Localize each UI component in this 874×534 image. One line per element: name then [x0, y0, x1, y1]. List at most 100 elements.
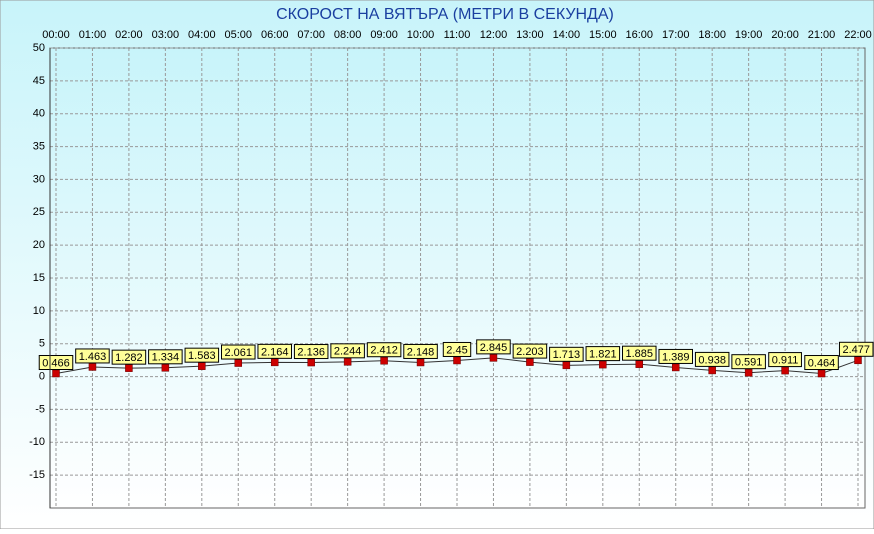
x-tick-label: 03:00	[152, 29, 180, 41]
marker	[270, 358, 279, 367]
y-tick-label: 5	[39, 338, 45, 350]
x-tick-label: 17:00	[662, 29, 690, 41]
marker	[635, 360, 644, 368]
value-label-box	[804, 355, 839, 371]
y-tick-label: 45	[33, 75, 45, 87]
value-label: 0.466	[42, 357, 70, 369]
value-label: 0.938	[698, 354, 726, 366]
value-label: 1.885	[626, 348, 654, 360]
value-label-box	[148, 349, 183, 365]
value-label: 2.136	[297, 346, 325, 358]
value-label: 2.412	[370, 345, 398, 357]
x-tick-label: 21:00	[808, 29, 836, 41]
value-label-box	[257, 343, 292, 359]
x-tick-label: 06:00	[261, 29, 289, 41]
value-label-box	[403, 343, 438, 359]
y-tick-label: 30	[33, 173, 45, 185]
x-tick-label: 19:00	[735, 29, 763, 41]
marker	[453, 356, 461, 365]
value-label: 2.845	[480, 342, 508, 354]
marker	[708, 366, 716, 375]
value-label: 2.244	[334, 346, 362, 358]
y-tick-label: -10	[29, 436, 45, 448]
value-label: 1.389	[662, 351, 690, 363]
marker	[198, 362, 206, 370]
value-label: 1.821	[589, 349, 617, 361]
value-label-box	[694, 351, 730, 367]
value-label: 1.713	[553, 349, 581, 361]
marker	[307, 358, 315, 367]
value-label: 2.477	[842, 344, 870, 356]
chart-title: СКОРОСТ НА ВЯТЪРА (МЕТРИ В СЕКУНДА)	[276, 6, 614, 23]
x-tick-label: 22:00	[844, 29, 872, 41]
value-label-box	[442, 341, 472, 357]
marker	[125, 364, 133, 372]
value-label-box	[184, 347, 220, 363]
x-tick-label: 10:00	[407, 29, 435, 41]
marker	[161, 364, 170, 372]
marker	[416, 358, 425, 367]
value-label-box	[111, 349, 147, 365]
y-tick-label: 20	[33, 239, 45, 251]
value-label-box	[838, 341, 874, 357]
value-label-box	[330, 343, 365, 359]
marker	[599, 360, 607, 369]
marker	[343, 358, 352, 366]
x-tick-label: 02:00	[115, 29, 143, 41]
y-tick-label: -15	[29, 469, 45, 481]
value-label-box	[658, 348, 693, 364]
x-tick-label: 16:00	[626, 29, 654, 41]
value-label-box	[585, 346, 621, 362]
x-tick-label: 01:00	[79, 29, 107, 41]
marker	[562, 361, 571, 370]
value-label-box	[38, 355, 74, 371]
x-tick-label: 08:00	[334, 29, 362, 41]
marker	[380, 356, 388, 365]
value-label-box	[731, 354, 766, 370]
x-tick-label: 13:00	[516, 29, 544, 41]
marker	[489, 354, 498, 362]
value-label-box	[549, 346, 584, 362]
marker	[52, 369, 60, 378]
value-label-box	[476, 339, 511, 355]
x-tick-label: 20:00	[771, 29, 799, 41]
y-tick-label: 25	[33, 206, 45, 218]
value-label: 1.282	[115, 352, 143, 364]
marker	[744, 368, 753, 377]
marker	[88, 363, 97, 371]
y-tick-label: 50	[33, 42, 45, 54]
marker	[671, 363, 680, 372]
marker	[234, 359, 243, 367]
y-tick-label: 10	[33, 305, 45, 317]
marker	[781, 366, 789, 375]
x-tick-label: 15:00	[589, 29, 617, 41]
x-tick-label: 18:00	[698, 29, 726, 41]
value-label-box	[293, 344, 329, 360]
marker	[526, 358, 534, 366]
x-tick-label: 09:00	[370, 29, 398, 41]
value-label: 1.583	[188, 350, 216, 362]
y-tick-label: -5	[35, 403, 45, 415]
value-label-box	[512, 343, 548, 359]
value-label: 0.911	[772, 354, 799, 366]
value-label-box	[366, 342, 402, 358]
value-label: 0.464	[808, 357, 836, 369]
value-label-box	[768, 352, 802, 368]
x-tick-label: 00:00	[42, 29, 70, 41]
value-label: 2.164	[261, 346, 289, 358]
value-label: 2.45	[446, 344, 467, 356]
value-label: 2.148	[407, 346, 435, 358]
x-tick-label: 12:00	[480, 29, 508, 41]
marks: 0.466 1.463 1.282 1.334 1.583 2.061 2.164 2.136…	[38, 339, 874, 378]
y-tick-label: 40	[33, 108, 45, 120]
value-label: 1.463	[79, 351, 107, 363]
x-tick-label: 11:00	[444, 29, 471, 41]
value-label-box	[622, 345, 657, 361]
value-label: 0.591	[735, 357, 763, 369]
value-label: 1.334	[152, 352, 180, 364]
y-tick-label: 15	[33, 272, 45, 284]
value-label-box	[221, 344, 256, 360]
x-tick-label: 04:00	[188, 29, 216, 41]
